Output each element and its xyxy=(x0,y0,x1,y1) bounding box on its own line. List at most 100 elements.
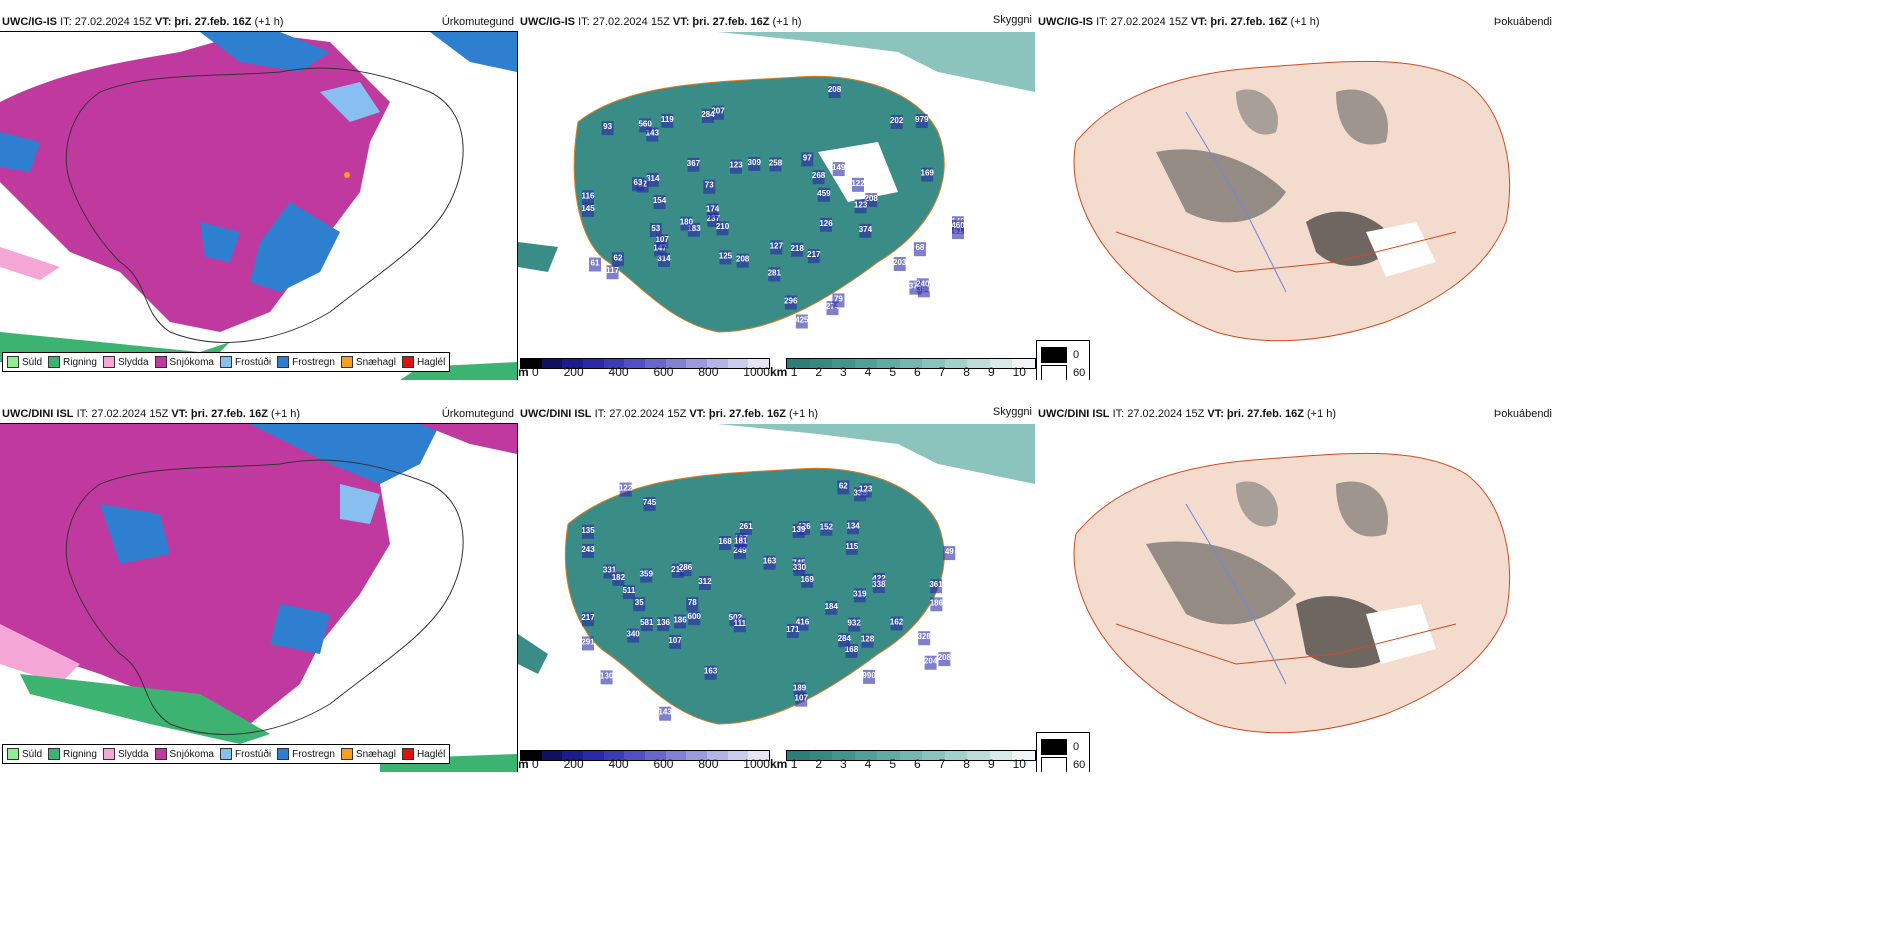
height-blob xyxy=(847,520,860,535)
colorbar-segment xyxy=(624,751,646,760)
visibility-value-label: 122 xyxy=(851,179,865,188)
legend-item: Frostúði xyxy=(219,748,271,760)
height-blob xyxy=(582,202,594,217)
height-blob xyxy=(930,597,943,612)
visibility-value-label: 128 xyxy=(861,635,875,644)
height-blob xyxy=(795,314,808,329)
colorbar-segment xyxy=(727,751,749,760)
height-blob xyxy=(768,267,781,282)
visibility-value-label: 181 xyxy=(734,536,748,545)
colorbar-segment xyxy=(707,751,728,760)
panel-type-title: Skyggni xyxy=(992,406,1032,418)
visibility-value-label: 79 xyxy=(834,294,843,303)
colorbar-segment xyxy=(583,359,604,368)
height-blob xyxy=(704,665,717,680)
legend-item: Haglél xyxy=(401,748,445,760)
visibility-value-label: 361 xyxy=(929,580,943,589)
legend-item: Snæhagl xyxy=(340,748,396,760)
legend-item: Slydda xyxy=(102,748,149,760)
visibility-value-label: 168 xyxy=(845,645,859,654)
height-blob xyxy=(733,618,746,633)
colorbar-segment xyxy=(562,359,584,368)
height-blob xyxy=(819,217,832,232)
height-blob xyxy=(893,256,906,271)
height-blob xyxy=(921,167,934,182)
height-blob xyxy=(611,252,624,267)
visibility-value-label: 143 xyxy=(646,129,660,138)
height-blob xyxy=(589,257,602,272)
height-blob xyxy=(657,252,670,267)
visibility-value-label: 78 xyxy=(688,598,697,607)
colorbar-segment xyxy=(603,359,625,368)
height-blob xyxy=(657,617,670,632)
colorbar-segment xyxy=(989,751,1013,760)
colorbar-segment xyxy=(665,751,687,760)
height-blob xyxy=(838,633,851,648)
visibility-value-label: 511 xyxy=(622,586,635,595)
visibility-value-label: 35 xyxy=(635,598,644,607)
height-blob xyxy=(627,628,640,643)
colorbar-segment xyxy=(967,359,990,368)
visibility-value-label: 189 xyxy=(793,684,807,693)
visibility-value-label: 186 xyxy=(930,598,944,607)
visibility-colorbar xyxy=(786,358,1036,369)
height-blob xyxy=(601,121,614,136)
visibility-panel-row2: UWC/DINI ISL IT: 27.02.2024 15Z VT: þri.… xyxy=(518,406,1036,772)
visibility-value-label: 163 xyxy=(763,557,777,566)
colorbar-segment xyxy=(944,359,968,368)
visibility-value-label: 425 xyxy=(795,315,809,324)
visibility-value-label: 123 xyxy=(859,484,873,493)
legend-swatch xyxy=(401,748,414,760)
visibility-value-label: 62 xyxy=(839,481,848,490)
legend-item: Frostregn xyxy=(277,356,335,368)
height-blob xyxy=(656,234,669,249)
height-blob xyxy=(930,579,943,594)
visibility-value-label: 330 xyxy=(793,563,807,572)
visibility-value-label: 123 xyxy=(729,161,743,170)
height-blob xyxy=(828,84,841,98)
legend-item: Frostúði xyxy=(219,356,271,368)
colorbar-segment xyxy=(922,751,945,760)
visibility-value-label: 125 xyxy=(719,251,733,260)
visibility-value-label: 217 xyxy=(581,613,595,622)
visibility-value-label: 130 xyxy=(600,671,614,680)
height-blob xyxy=(734,535,747,550)
legend-swatch xyxy=(219,356,232,368)
visibility-value-label: 268 xyxy=(812,171,826,180)
height-blob xyxy=(913,242,926,257)
height-blob xyxy=(938,652,951,667)
legend-swatch xyxy=(48,748,61,760)
visibility-value-label: 460 xyxy=(951,221,965,230)
visibility-value-label: 331 xyxy=(603,566,617,575)
visibility-value-label: 145 xyxy=(581,204,595,213)
visibility-value-label: 116 xyxy=(582,191,595,200)
visibility-value-label: 338 xyxy=(872,580,886,589)
height-blob xyxy=(918,631,931,646)
legend-item: Súld xyxy=(7,356,42,368)
panel-header: UWC/DINI ISL IT: 27.02.2024 15Z VT: þri.… xyxy=(1038,408,1337,420)
height-blob xyxy=(639,118,652,133)
height-blob xyxy=(872,578,885,593)
height-blob xyxy=(631,177,644,192)
visibility-value-label: 284 xyxy=(838,634,852,643)
visibility-value-label: 119 xyxy=(661,115,674,124)
visibility-value-label: 171 xyxy=(786,625,800,634)
fog-map xyxy=(1036,424,1556,752)
height-blob xyxy=(786,623,799,638)
visibility-value-label: 169 xyxy=(921,169,935,178)
colorbar-segment xyxy=(707,359,728,368)
visibility-value-label: 312 xyxy=(698,577,712,586)
visibility-value-label: 560 xyxy=(638,119,652,128)
visibility-value-label: 169 xyxy=(800,575,814,584)
height-blob xyxy=(622,585,635,600)
colorbar-segment xyxy=(686,751,708,760)
height-blob xyxy=(633,597,646,612)
legend-swatch xyxy=(219,748,232,760)
height-blob xyxy=(820,521,833,536)
panel-header: UWC/DINI ISL IT: 27.02.2024 15Z VT: þri.… xyxy=(520,408,819,420)
visibility-value-label: 203 xyxy=(893,258,907,267)
visibility-value-label: 135 xyxy=(581,526,595,535)
visibility-value-label: 217 xyxy=(807,250,821,259)
legend-swatch xyxy=(7,748,19,760)
visibility-value-label: 154 xyxy=(653,196,667,205)
